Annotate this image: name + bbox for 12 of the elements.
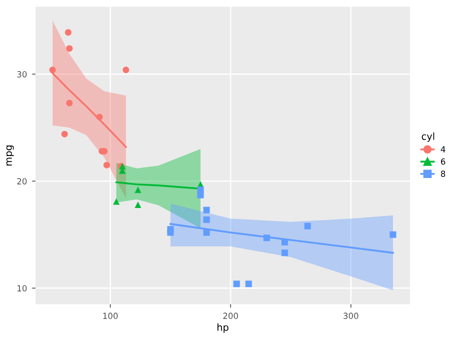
x-axis-title: hp [217,323,228,333]
y-axis-title: mpg [6,145,14,166]
legend-label: 4 [440,146,446,152]
y-tick-label: 10 [18,285,27,292]
legend-title: cyl [422,132,434,142]
y-tick-label: 30 [17,71,27,78]
legend-label: 6 [441,158,446,165]
x-tick-label: 100 [103,312,118,319]
y-tick-label: 20 [17,178,27,184]
legend-label: 8 [440,170,446,177]
x-tick-label: 200 [223,312,238,319]
x-tick-label: 300 [344,312,358,319]
